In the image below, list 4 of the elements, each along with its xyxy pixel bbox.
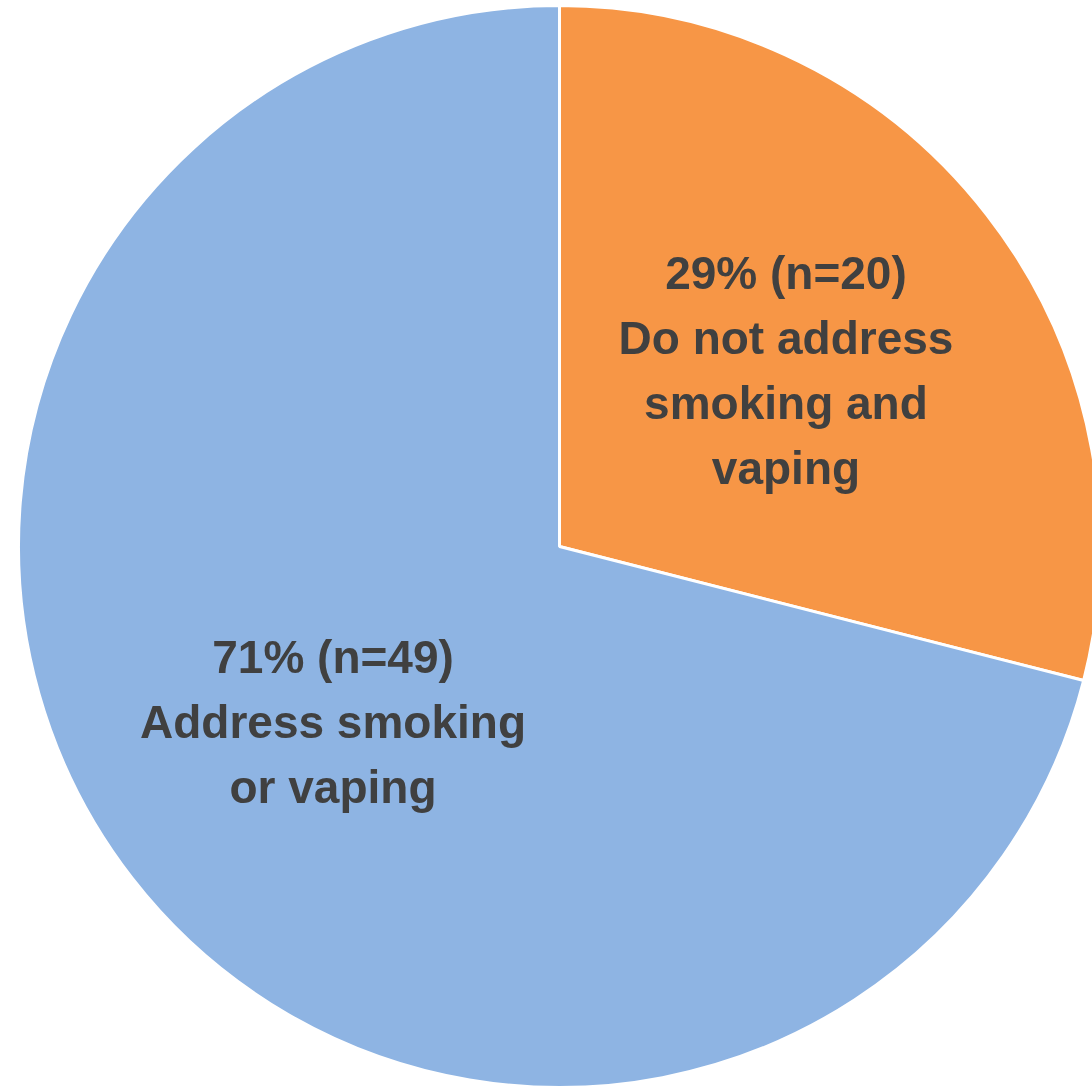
- slice-label: Do not address smoking and vaping: [618, 312, 954, 495]
- data-label: 29% (n=20): [665, 247, 907, 300]
- data-label: 71% (n=49): [212, 631, 454, 684]
- slice-label: Address smoking or vaping: [140, 696, 527, 814]
